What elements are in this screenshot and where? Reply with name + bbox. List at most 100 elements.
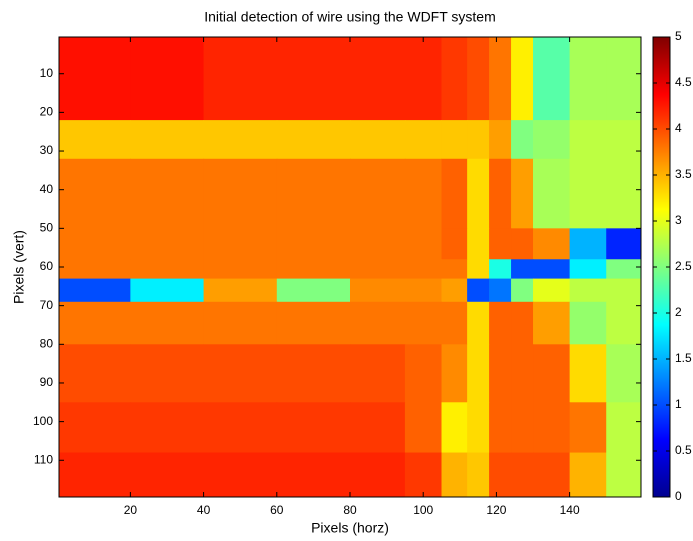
heatmap-cell [350,158,406,229]
heatmap-cell [467,278,490,303]
heatmap-cell [441,259,468,280]
heatmap-cell [404,278,443,303]
heatmap-cell [489,37,512,121]
heatmap-cell [203,344,278,403]
heatmap-cell [59,344,131,403]
heatmap-cell [276,452,351,497]
colorbar-tick-label: 3 [675,213,682,227]
heatmap-cell [606,402,641,454]
colorbar-tick-label: 0 [675,489,682,503]
heatmap-cell [533,37,571,121]
heatmap-cell [511,301,534,345]
y-tick-label: 40 [40,182,54,196]
heatmap-cell [404,402,443,454]
x-tick-label: 140 [560,503,580,517]
heatmap-cell [59,259,131,280]
heatmap-cell [130,402,205,454]
heatmap-cell [203,120,278,160]
colorbar-tick-label: 0.5 [675,443,692,457]
heatmap-cell [467,301,490,345]
heatmap-cell [350,402,406,454]
heatmap-cell [489,259,512,280]
heatmap-cell [350,120,406,160]
heatmap-cell [203,259,278,280]
heatmap-cell [533,278,571,303]
heatmap-cell [59,402,131,454]
heatmap-cell [511,120,534,160]
heatmap-cell [404,452,443,497]
heatmap-cell [350,301,406,345]
heatmap-cell [533,402,571,454]
heatmap-cell [350,228,406,260]
heatmap-cell [569,301,607,345]
heatmap-cell [606,259,641,280]
heatmap-cell [203,158,278,229]
heatmap-cell [489,402,512,454]
heatmap-cell [59,37,131,121]
heatmap-cell [467,452,490,497]
heatmap-cell [441,301,468,345]
heatmap-cell [130,158,205,229]
y-axis-label: Pixels (vert) [11,230,27,304]
heatmap-cell [350,259,406,280]
heatmap-cell [441,278,468,303]
heatmap-cell [276,301,351,345]
heatmap-cell [569,158,607,229]
heatmap-cell [569,228,607,260]
heatmap-cell [130,37,205,121]
heatmap-cell [59,120,131,160]
heatmap-cell [511,402,534,454]
colorbar-tick-label: 1.5 [675,351,692,365]
heatmap-cell [130,344,205,403]
heatmap-cell [59,278,131,303]
heatmap-cell [130,228,205,260]
heatmap-cell [203,278,278,303]
heatmap-cell [441,37,468,121]
heatmap-cell [441,344,468,403]
heatmap-cell [404,120,443,160]
heatmap-cell [489,452,512,497]
heatmap-cell [404,37,443,121]
heatmap-cell [441,120,468,160]
heatmap-cell [350,344,406,403]
y-tick-label: 10 [40,66,54,80]
y-tick-label: 60 [40,259,54,273]
heatmap-cell [467,158,490,229]
heatmap-cell [533,301,571,345]
heatmap-cell [569,344,607,403]
y-tick-label: 50 [40,221,54,235]
heatmap-cell [276,120,351,160]
heatmap-cell [606,344,641,403]
heatmap-cell [606,228,641,260]
heatmap-cell [489,301,512,345]
heatmap-cell [533,259,571,280]
heatmap-cell [489,120,512,160]
colorbar-tick-label: 5 [675,29,682,43]
heatmap-cell [569,259,607,280]
heatmap-cell [489,344,512,403]
heatmap-cell [606,278,641,303]
heatmap-cell [569,37,607,121]
heatmap-cell [467,37,490,121]
heatmap-cell [569,278,607,303]
y-tick-label: 90 [40,375,54,389]
heatmap-cell [441,452,468,497]
heatmap-cell [606,158,641,229]
heatmap-cell [467,228,490,260]
heatmap-cell [276,344,351,403]
heatmap-cell [441,158,468,229]
heatmap-cell [404,259,443,280]
heatmap-cell [404,301,443,345]
heatmap-cell [404,344,443,403]
heatmap-cell [489,278,512,303]
heatmap-cell [203,37,278,121]
heatmap-cell [130,259,205,280]
heatmap-cell [276,158,351,229]
x-tick-label: 80 [343,503,357,517]
heatmap-cell [350,452,406,497]
heatmap-cell [511,278,534,303]
heatmap [59,37,641,497]
heatmap-cell [59,452,131,497]
heatmap-cell [569,452,607,497]
